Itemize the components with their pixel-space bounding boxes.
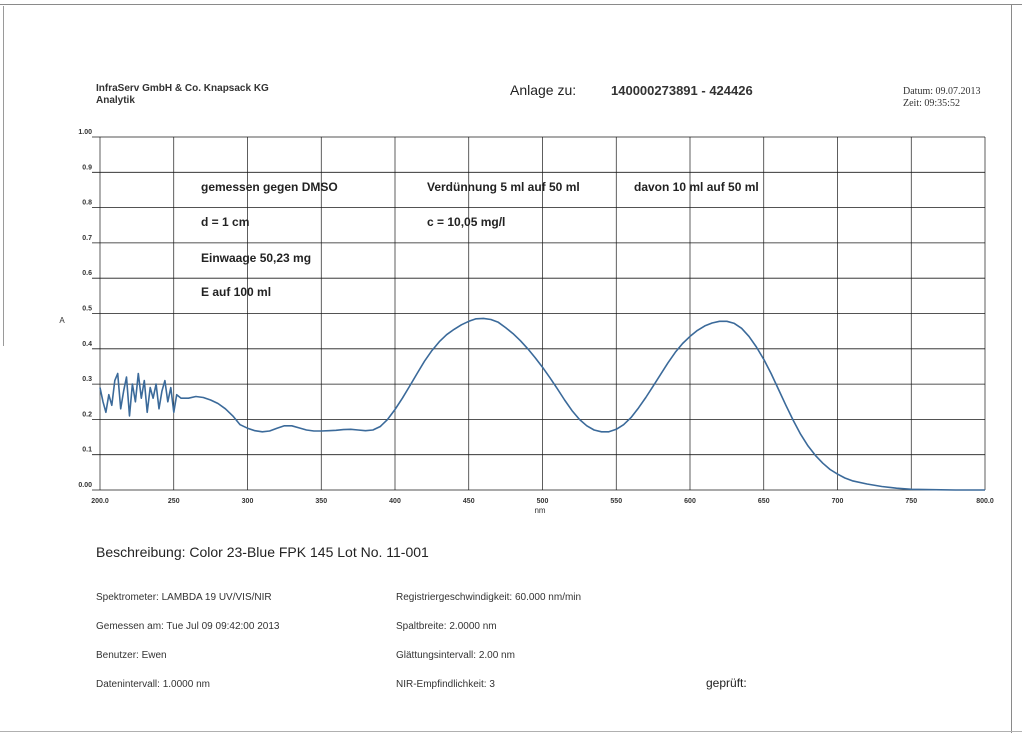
chart-grid (92, 136, 986, 491)
y-tick-label: 0.4 (82, 341, 92, 348)
x-tick-label: 550 (610, 498, 622, 505)
y-tick-label: 0.2 (82, 411, 92, 418)
annotation-reference: gemessen gegen DMSO (201, 180, 338, 194)
annex-label: Anlage zu: (510, 82, 577, 98)
page-frame-left (3, 6, 4, 346)
company-name: InfraServ GmbH & Co. Knapsack KG (96, 83, 269, 94)
annotation-path-length: d = 1 cm (201, 215, 249, 229)
y-tick-label: 0.3 (82, 376, 92, 383)
x-tick-label: 450 (463, 498, 475, 505)
y-tick-label: 0.00 (78, 482, 92, 489)
spectrometer-info: Spektrometer: LAMBDA 19 UV/VIS/NIR (96, 592, 272, 603)
y-tick-label: 0.1 (82, 447, 92, 454)
x-tick-label: 400 (389, 498, 401, 505)
user-info: Benutzer: Ewen (96, 650, 167, 661)
slit-width-info: Spaltbreite: 2.0000 nm (396, 621, 497, 632)
annotation-dilution-1: Verdünnung 5 ml auf 50 ml (427, 180, 580, 194)
page-frame-bottom (0, 731, 1022, 732)
page-frame-right (1011, 4, 1012, 733)
x-axis-label: nm (534, 506, 545, 515)
nir-sensitivity-info: NIR-Empfindlichkeit: 3 (396, 679, 495, 690)
chart-tick-labels: 200.0 250 300 350 400 450 500 550 600 650 700 750 80… (78, 129, 993, 505)
annotation-weight: Einwaage 50,23 mg (201, 251, 311, 265)
measured-on-info: Gemessen am: Tue Jul 09 09:42:00 2013 (96, 621, 280, 632)
report-time: Zeit: 09:35:52 (903, 98, 960, 109)
y-tick-label: 0.8 (82, 200, 92, 207)
annotation-extinction: E auf 100 ml (201, 285, 271, 299)
annex-number: 140000273891 - 424426 (611, 83, 753, 98)
x-tick-label: 750 (905, 498, 917, 505)
department-name: Analytik (96, 95, 135, 106)
y-tick-label: 1.00 (78, 129, 92, 136)
x-tick-label: 250 (168, 498, 180, 505)
x-tick-label: 350 (315, 498, 327, 505)
page-frame-top (0, 4, 1022, 5)
x-tick-label: 300 (242, 498, 254, 505)
x-tick-label: 600 (684, 498, 696, 505)
smoothing-info: Glättungsintervall: 2.00 nm (396, 650, 515, 661)
checked-label: geprüft: (706, 676, 747, 690)
x-tick-label: 650 (758, 498, 770, 505)
sample-description: Beschreibung: Color 23-Blue FPK 145 Lot … (96, 544, 429, 560)
x-tick-label: 700 (832, 498, 844, 505)
x-tick-label: 200.0 (91, 498, 109, 505)
data-interval-info: Datenintervall: 1.0000 nm (96, 679, 210, 690)
y-tick-label: 0.6 (82, 270, 92, 277)
y-tick-label: 0.9 (82, 164, 92, 171)
report-date: Datum: 09.07.2013 (903, 86, 981, 97)
y-tick-label: 0.7 (82, 235, 92, 242)
annotation-concentration: c = 10,05 mg/l (427, 215, 505, 229)
annotation-dilution-2: davon 10 ml auf 50 ml (634, 180, 759, 194)
spectrum-line (99, 317, 985, 491)
y-tick-label: 0.5 (82, 306, 92, 313)
scan-speed-info: Registriergeschwindigkeit: 60.000 nm/min (396, 592, 582, 603)
x-tick-label: 500 (537, 498, 549, 505)
y-axis-label: A (59, 316, 65, 325)
x-tick-label: 800.0 (976, 498, 994, 505)
